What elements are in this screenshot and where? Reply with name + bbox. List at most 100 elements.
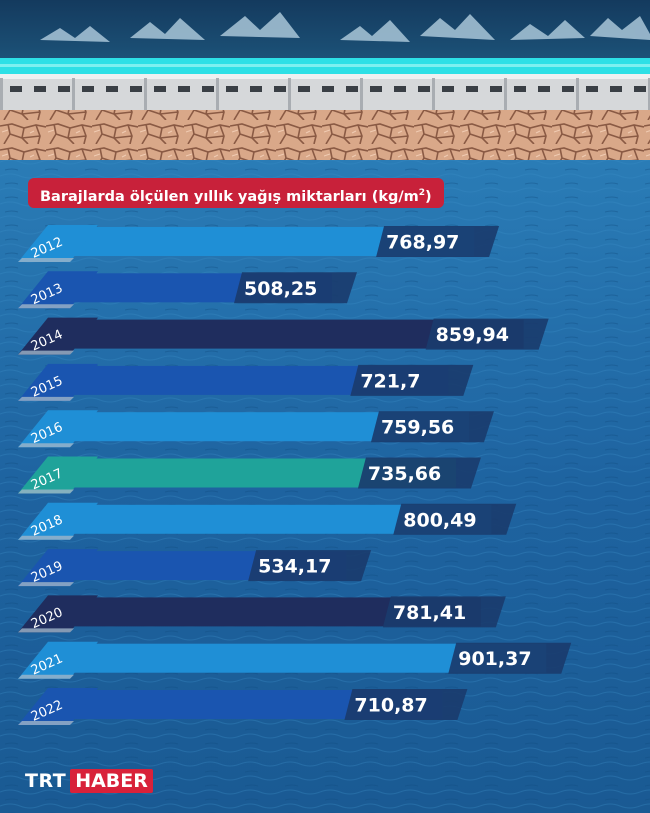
dam-window: [418, 86, 430, 92]
dam-wall: [0, 74, 650, 112]
dam-window: [154, 86, 166, 92]
chart-title: Barajlarda ölçülen yıllık yağış miktarla…: [28, 178, 444, 208]
year-tab-edge: [18, 721, 74, 725]
year-tab-edge: [18, 258, 74, 262]
chart-title-text: Barajlarda ölçülen yıllık yağış miktarla…: [40, 188, 419, 205]
year-tab: [18, 317, 98, 355]
dam-window: [394, 86, 406, 92]
value-label: 759,56: [381, 417, 454, 439]
value-label: 781,41: [393, 602, 466, 624]
year-tab-edge: [18, 489, 74, 494]
value-label-background: [382, 596, 506, 628]
dam-window: [466, 86, 478, 92]
value-label: 800,49: [403, 509, 476, 531]
dam-window: [226, 86, 238, 92]
water-highlight: [0, 64, 650, 67]
value-label-background: [350, 364, 474, 396]
dry-ground: [0, 110, 650, 162]
dam-window: [562, 86, 574, 92]
logo-trt: TRT: [25, 770, 67, 792]
chart-title-superscript: 2: [418, 188, 426, 198]
dam-window: [82, 86, 94, 92]
dam-window: [490, 86, 502, 92]
year-tab-edge: [18, 582, 74, 587]
sky-background: [0, 0, 650, 60]
year-tab: [18, 271, 98, 309]
value-label-background: [448, 642, 572, 674]
value-label-background: [248, 550, 372, 582]
year-tab: [18, 225, 98, 262]
value-label: 901,37: [458, 648, 531, 670]
value-label-background: [357, 457, 481, 489]
dam-window: [298, 86, 310, 92]
year-tab-edge: [18, 304, 74, 309]
value-label: 534,17: [258, 556, 331, 578]
chart-title-close: ): [425, 188, 432, 205]
value-label-background: [376, 226, 500, 257]
dam-window: [610, 86, 622, 92]
year-tab: [18, 456, 98, 494]
dam-pillar: [216, 78, 219, 110]
dam-window: [442, 86, 454, 92]
year-tab-edge: [18, 674, 74, 679]
dam-window: [514, 86, 526, 92]
dam-pillar: [504, 78, 507, 110]
value-label-background: [344, 689, 468, 720]
year-tab-edge: [18, 396, 74, 401]
dam-window: [178, 86, 190, 92]
dam-window: [10, 86, 22, 92]
value-label-background: [425, 318, 549, 350]
value-label: 859,94: [436, 324, 509, 346]
dam-pillar: [288, 78, 291, 110]
dam-window: [202, 86, 214, 92]
year-tab-edge: [18, 443, 74, 448]
year-tab: [18, 502, 98, 540]
year-tab: [18, 688, 98, 725]
mountains-decoration: [40, 12, 650, 42]
value-label: 721,7: [360, 370, 420, 392]
dam-pillar: [648, 78, 650, 110]
year-tab: [18, 410, 98, 448]
dam-pillar: [360, 78, 363, 110]
dam-pillar: [0, 78, 3, 110]
year-tab-edge: [18, 535, 74, 540]
dam-pillar: [576, 78, 579, 110]
value-label: 768,97: [386, 232, 459, 254]
dam-window: [106, 86, 118, 92]
dam-pillar: [432, 78, 435, 110]
dam-window: [58, 86, 70, 92]
value-label-background: [393, 503, 517, 535]
dam-window: [34, 86, 46, 92]
dam-window: [346, 86, 358, 92]
dam-window: [274, 86, 286, 92]
dam-window: [586, 86, 598, 92]
bar-chart: 768,972012508,252013859,942014721,720157…: [18, 225, 572, 725]
dam-pillar: [144, 78, 147, 110]
year-tab: [18, 595, 98, 633]
dam-window: [130, 86, 142, 92]
dam-window: [250, 86, 262, 92]
dam-window: [538, 86, 550, 92]
dam-window: [634, 86, 646, 92]
dam-windows-decoration: [0, 78, 650, 110]
dam-window: [370, 86, 382, 92]
dam-window: [322, 86, 334, 92]
value-label-background: [370, 411, 494, 443]
trt-haber-logo: TRT HABER: [25, 768, 153, 794]
logo-haber: HABER: [70, 769, 153, 793]
year-tab: [18, 363, 98, 401]
year-tab: [18, 549, 98, 587]
value-label: 735,66: [368, 463, 441, 485]
value-label: 710,87: [354, 695, 427, 717]
year-tab-edge: [18, 350, 74, 355]
